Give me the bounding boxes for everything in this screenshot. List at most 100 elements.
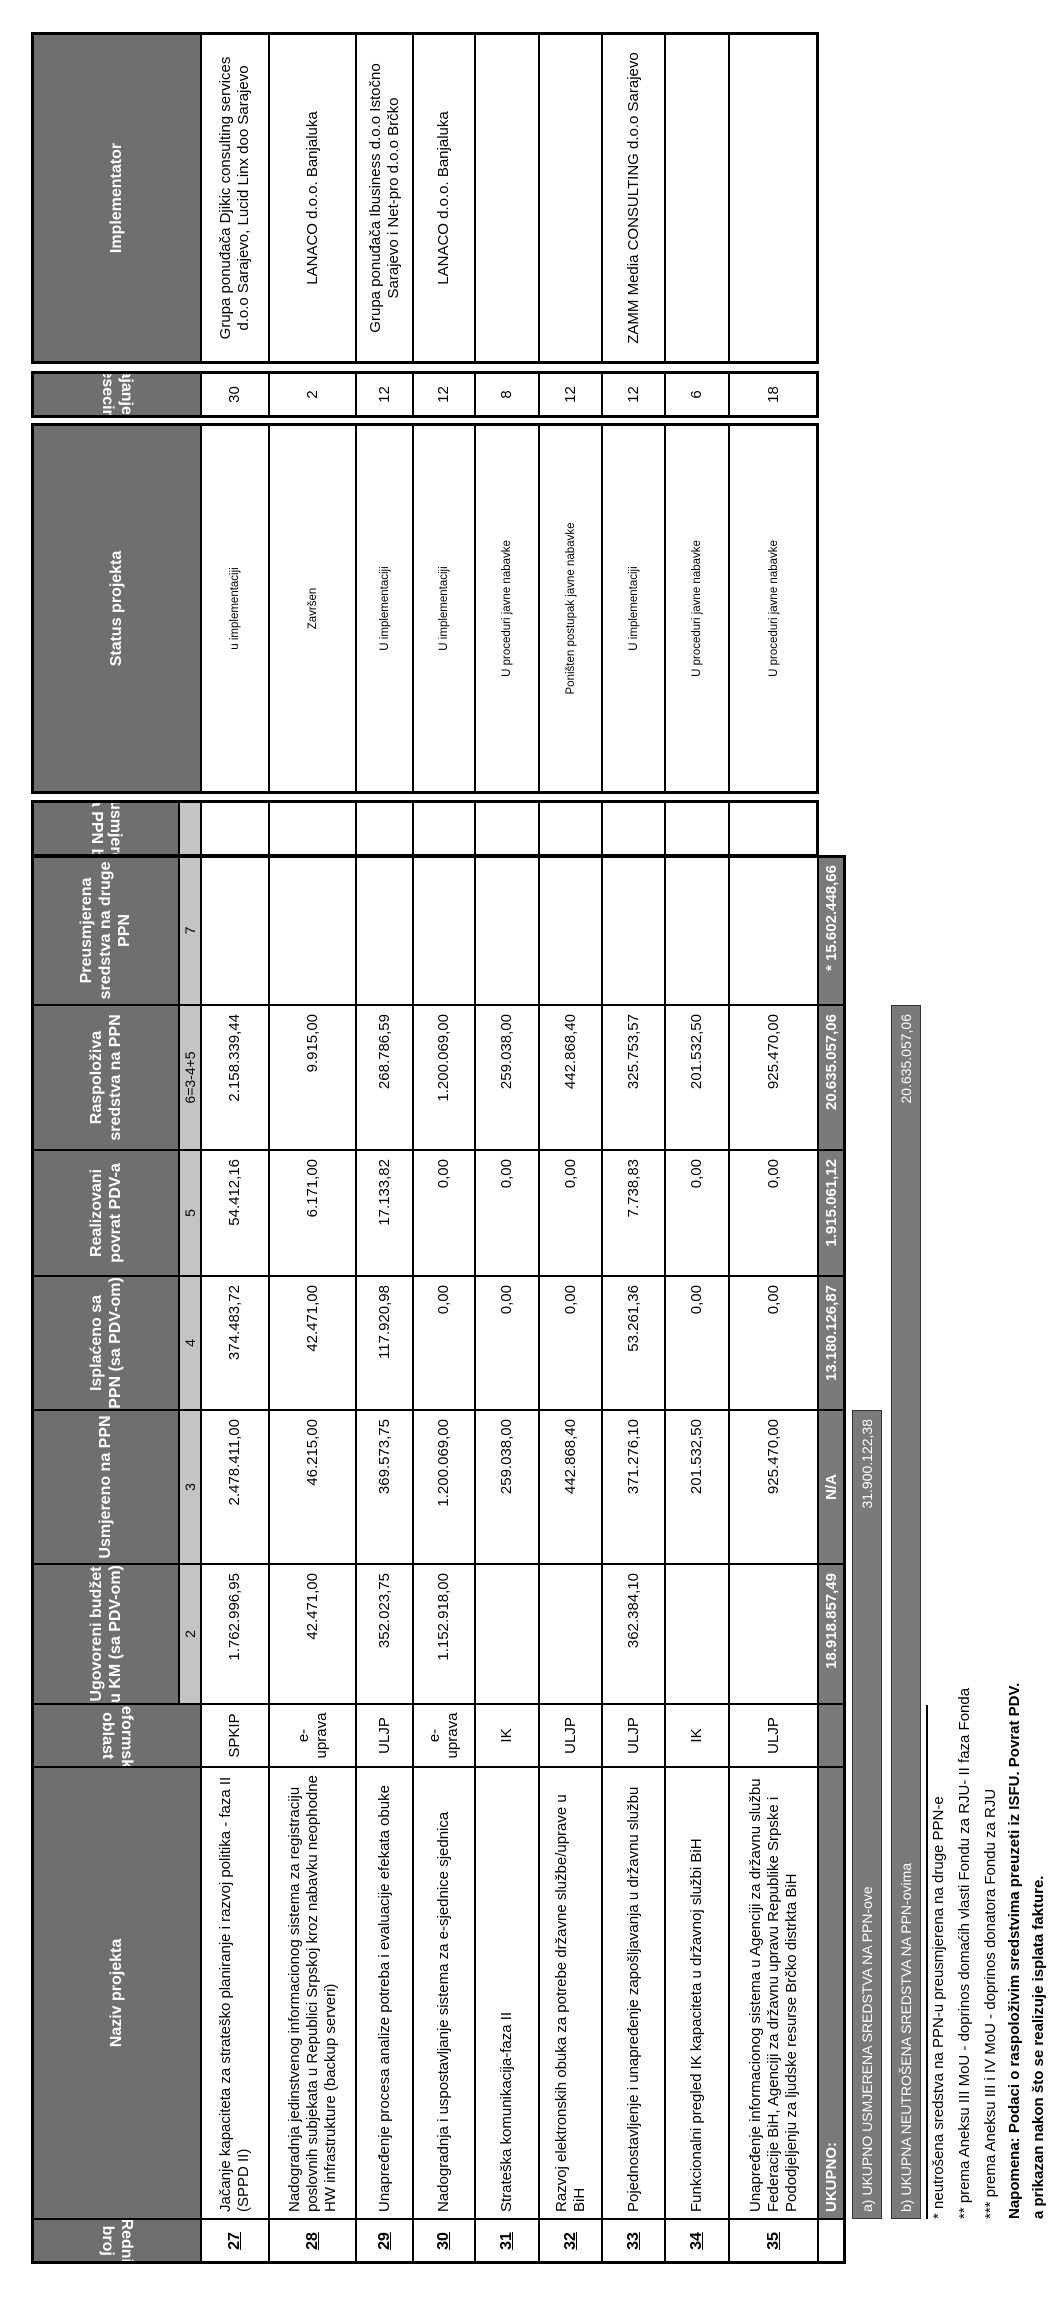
table-cell-ugovoreni-text: 352.023,75	[375, 1573, 393, 1649]
table-cell-raspoloziva: 2.158.339,44	[201, 1005, 269, 1150]
table-cell-implementator: Grupa ponuđača Ibusiness d.o.o Istočno S…	[356, 33, 413, 363]
summary-a-bar-value: 31.900.122,38	[859, 1419, 875, 1509]
table-cell-usmjereno: 1.200.069,00	[413, 1410, 475, 1564]
table-cell-status-text: U proceduri javne nabavke	[691, 540, 703, 677]
column-number-preusmjerena-text: 7	[182, 926, 198, 935]
table-cell-usmjereno: 442.868,40	[539, 1410, 602, 1564]
table-cell-trajanje-text: 12	[561, 386, 579, 403]
table-cell-reforma-text: ULJP	[764, 1717, 782, 1754]
totals-cell-isplaceno: 13.180.126,87	[818, 1276, 845, 1410]
table-cell-ugovoreni-text: 1.762.996,95	[226, 1573, 243, 1661]
table-cell-implementator-text: LANACO d.o.o. Banjaluka	[435, 111, 452, 285]
table-cell-raspoloziva-text: 442.868,40	[561, 1014, 579, 1090]
table-cell-naziv: Pojednostavljenje i unapređenje zapošlja…	[602, 1767, 665, 2219]
totals-cell-realizovani: 1.915.061,12	[818, 1150, 845, 1276]
table-cell-naziv: Strateška komunikacija-faza II	[475, 1767, 539, 2219]
table-cell-usmjereno: 259.038,00	[475, 1410, 539, 1564]
table-cell-ugovoreni: 1.152.918,00	[413, 1564, 475, 1704]
table-cell-trajanje-text: 12	[624, 386, 642, 403]
footnote: ** prema Aneksu III MoU - doprinos domać…	[956, 1687, 973, 2219]
table-cell-trajanje-text: 8	[498, 390, 515, 399]
note-line: Napomena: Podaci o raspoloživim sredstvi…	[1006, 1682, 1023, 2219]
table-cell-isplaceno: 0,00	[413, 1276, 475, 1410]
table-cell-naziv-text: Razvoj elektronskih obuka za potrebe drž…	[552, 1794, 588, 2212]
table-cell-implementator	[729, 33, 818, 363]
table-cell-status: Završen	[269, 424, 356, 793]
table-cell-reforma-text: ULJP	[375, 1717, 393, 1754]
column-number-raspoloziva-text: 6=3-4+5	[182, 1051, 198, 1104]
table-cell-ugovoreni: 42.471,00	[269, 1564, 356, 1704]
table-cell-naziv-text: Funkcionalni pregled IK kapaciteta u drž…	[688, 1838, 705, 2212]
column-number-realizovani-text: 5	[182, 1209, 198, 1217]
column-number-usmjereno: 3	[179, 1410, 201, 1564]
table-cell-isplaceno-text: 117.920,98	[375, 1285, 393, 1359]
table-cell-isplaceno: 0,00	[729, 1276, 818, 1410]
table-cell-reforma: IK	[475, 1704, 539, 1767]
table-cell-status: U proceduri javne nabavke	[665, 424, 729, 793]
totals-cell-preusmjerena-text: * 15.602.448,66	[822, 865, 840, 971]
table-cell-reforma: ULJP	[356, 1704, 413, 1767]
table-cell-implementator	[475, 33, 539, 363]
header-naziv: Naziv projekta	[32, 1767, 201, 2219]
table-cell-isplaceno: 0,00	[475, 1276, 539, 1410]
table-cell-trajanje: 8	[475, 372, 539, 417]
table-cell-raspoloziva: 1.200.069,00	[413, 1005, 475, 1150]
summary-b-bar-label: b) UKUPNA NEUTROŠENA SREDSTVA NA PPN-ovi…	[898, 1862, 914, 2212]
table-cell-reforma: SPKIP	[201, 1704, 269, 1767]
header-preusmjerena-text: Preusmjerena sredstva na druge PPN	[78, 861, 133, 1000]
table-cell-raspoloziva: 925.470,00	[729, 1005, 818, 1150]
table-cell-preusmjerena	[356, 856, 413, 1005]
table-cell-realizovani: 7.738,83	[602, 1150, 665, 1276]
table-cell-preusm-br	[356, 801, 413, 856]
column-number-realizovani: 5	[179, 1150, 201, 1276]
table-cell-isplaceno-text: 0,00	[764, 1285, 782, 1315]
table-cell-isplaceno-text: 0,00	[498, 1285, 515, 1315]
table-cell-raspoloziva-text: 9.915,00	[303, 1014, 321, 1073]
column-number-ugovoreni-text: 2	[182, 1630, 198, 1638]
table-cell-reforma-text: e-uprava	[294, 1712, 330, 1759]
table-cell-raspoloziva: 9.915,00	[269, 1005, 356, 1150]
table-cell-raspoloziva-text: 201.532,50	[688, 1014, 705, 1090]
table-cell-preusmjerena	[201, 856, 269, 1005]
table-cell-trajanje-text: 30	[226, 386, 243, 403]
table-cell-status-text: U proceduri javne nabavke	[767, 540, 780, 677]
table-cell-usmjereno-text: 46.215,00	[303, 1419, 321, 1486]
table-cell-reforma: e-uprava	[269, 1704, 356, 1767]
table-cell-raspoloziva: 325.753,57	[602, 1005, 665, 1150]
table-cell-naziv-text: Pojednostavljenje i unapređenje zapošlja…	[624, 1786, 642, 2212]
table-cell-reforma-text: e-uprava	[426, 1712, 461, 1759]
table-cell-usmjereno-text: 2.478.411,00	[226, 1419, 243, 1506]
table-cell-redni: 34	[665, 2219, 729, 2263]
header-reforma: Reformska oblast	[32, 1704, 201, 1767]
table-cell-ugovoreni: 352.023,75	[356, 1564, 413, 1704]
table-cell-preusm-br	[539, 801, 602, 856]
table-cell-trajanje: 12	[539, 372, 602, 417]
table-cell-usmjereno-text: 442.868,40	[561, 1419, 579, 1495]
table-cell-implementator: Grupa ponuđača Djikic consulting service…	[201, 33, 269, 363]
table-cell-status: Poništen postupak javne nabavke	[539, 424, 602, 793]
table-cell-usmjereno-text: 925.470,00	[764, 1419, 782, 1495]
header-redni-text: Redni broj	[98, 2219, 135, 2263]
table-cell-status-text: u implementaciji	[229, 567, 241, 650]
table-cell-isplaceno: 53.261,36	[602, 1276, 665, 1410]
table-cell-redni-text: 34	[688, 2232, 705, 2250]
table-cell-reforma: ULJP	[729, 1704, 818, 1767]
table-cell-usmjereno: 46.215,00	[269, 1410, 356, 1564]
table-cell-realizovani: 54.412,16	[201, 1150, 269, 1276]
table-cell-reforma: IK	[665, 1704, 729, 1767]
totals-cell-realizovani-text: 1.915.061,12	[822, 1159, 840, 1247]
table-cell-preusm-br	[665, 801, 729, 856]
totals-cell-ugovoreni: 18.918.857,49	[818, 1564, 845, 1704]
table-cell-naziv: Jačanje kapaciteta za strateško planiran…	[201, 1767, 269, 2219]
table-cell-trajanje: 2	[269, 372, 356, 417]
header-redni: Redni broj	[32, 2219, 201, 2263]
summary-a-bar-label: a) UKUPNO USMJERENA SREDSTVA NA PPN-ove	[859, 1886, 875, 2212]
table-cell-ugovoreni: 1.762.996,95	[201, 1564, 269, 1704]
table-cell-ugovoreni	[475, 1564, 539, 1704]
table-cell-raspoloziva: 268.786,59	[356, 1005, 413, 1150]
table-cell-redni: 32	[539, 2219, 602, 2263]
table-cell-status-text: Poništen postupak javne nabavke	[564, 522, 577, 695]
table-cell-raspoloziva-text: 268.786,59	[375, 1014, 393, 1090]
totals-cell-raspoloziva-text: 20.635.057,06	[822, 1014, 840, 1110]
totals-cell-raspoloziva: 20.635.057,06	[818, 1005, 845, 1150]
